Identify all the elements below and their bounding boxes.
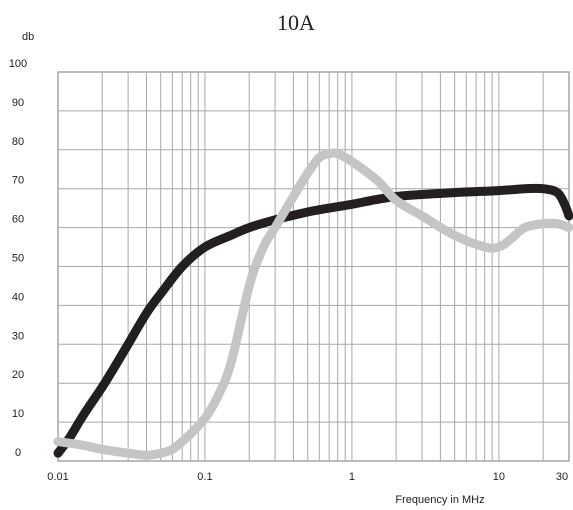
y-tick-label: 30 [12, 330, 24, 342]
y-tick-label: 80 [12, 136, 24, 148]
x-tick-label: 30 [556, 471, 568, 483]
series-line-1 [53, 183, 573, 458]
y-tick-labels: 0 10 20 30 40 50 60 70 80 90 100 [9, 58, 27, 459]
y-tick-label: 20 [12, 369, 24, 381]
y-tick-label: 100 [9, 58, 27, 70]
y-axis-label: db [22, 31, 34, 43]
chart-title: 10A [277, 10, 315, 35]
x-tick-labels: 0.01 0.1 1 10 30 [47, 471, 568, 483]
series-group [53, 148, 573, 460]
y-tick-label: 90 [12, 97, 24, 109]
y-tick-label: 50 [12, 253, 24, 265]
series-line-2 [53, 148, 573, 460]
x-axis-label: Frequency in MHz [395, 494, 484, 506]
y-tick-label: 10 [12, 408, 24, 420]
y-tick-label: 0 [15, 447, 21, 459]
y-tick-label: 70 [12, 175, 24, 187]
y-tick-label: 60 [12, 214, 24, 226]
x-tick-label: 1 [349, 471, 355, 483]
x-tick-label: 10 [493, 471, 505, 483]
grid [57, 71, 570, 462]
x-tick-label: 0.01 [47, 471, 68, 483]
y-tick-label: 40 [12, 291, 24, 303]
x-tick-label: 0.1 [197, 471, 212, 483]
